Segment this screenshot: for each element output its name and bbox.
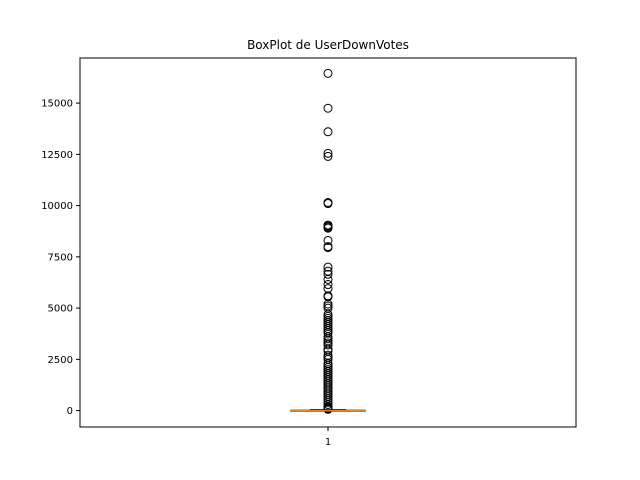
outlier-point-11: [323, 235, 333, 245]
outlier-point-2: [323, 127, 333, 137]
outlier-point-0: [323, 68, 333, 78]
outlier-point-6: [323, 199, 333, 209]
y-tick-label-5: 12500: [41, 150, 73, 161]
outlier-point-21: [323, 292, 333, 302]
outlier-point-39: [323, 340, 333, 350]
outlier-point-17: [323, 274, 333, 284]
outlier-point-14: [323, 262, 333, 272]
outlier-point-18: [323, 280, 333, 290]
chart-title: BoxPlot de UserDownVotes: [247, 38, 409, 52]
y-tick-label-3: 7500: [48, 252, 73, 263]
y-tick-label-2: 5000: [48, 304, 73, 315]
outlier-point-13: [323, 243, 333, 253]
outlier-point-1: [323, 103, 333, 113]
outlier-point-23: [323, 301, 333, 311]
outlier-point-10: [323, 223, 333, 233]
y-tick-label-1: 2500: [48, 355, 73, 366]
y-tick-label-4: 10000: [41, 201, 73, 212]
y-tick-label-6: 15000: [41, 99, 73, 110]
outlier-point-3: [323, 148, 333, 158]
outlier-point-4: [323, 151, 333, 161]
outlier-point-70: [323, 404, 333, 414]
x-tick-label-0: 1: [325, 437, 331, 448]
plot-area: 0 2500 5000 7500 10000 12500 15000 1: [41, 57, 577, 448]
outlier-point-16: [323, 269, 333, 279]
y-tick-label-0: 0: [67, 406, 73, 417]
